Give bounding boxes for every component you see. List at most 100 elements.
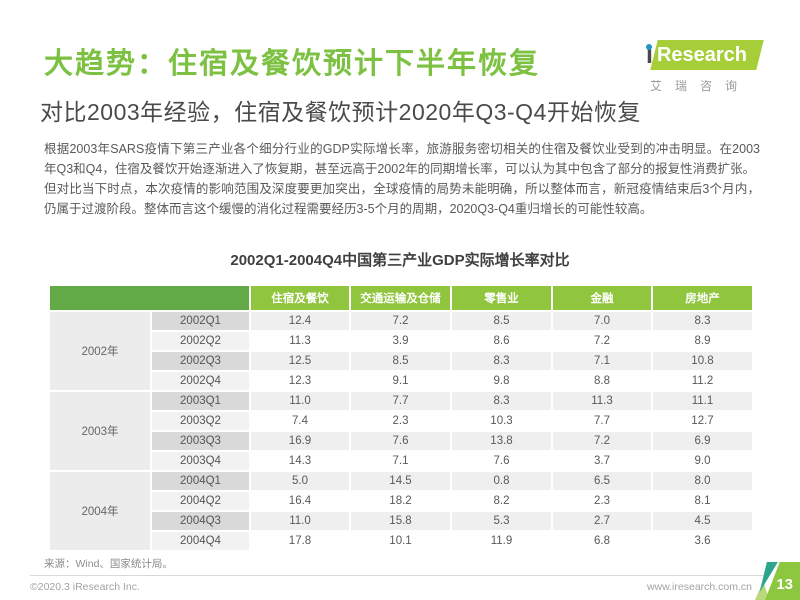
table-row: 2004Q2 16.4 18.2 8.2 2.3 8.1 — [49, 490, 754, 512]
value-cell: 10.1 — [349, 530, 452, 552]
value-cell: 14.3 — [249, 450, 351, 472]
value-cell: 8.1 — [651, 490, 754, 512]
value-cell: 3.7 — [551, 450, 653, 472]
table-row: 2002Q4 12.3 9.1 9.8 8.8 11.2 — [49, 370, 754, 392]
gdp-table: 住宿及餐饮 交通运输及仓储 零售业 金融 房地产 2002年 2002Q1 12.4… — [48, 284, 754, 552]
header-col-finance: 金融 — [551, 284, 653, 312]
value-cell: 11.9 — [450, 530, 553, 552]
value-cell: 9.1 — [349, 370, 452, 392]
value-cell: 7.2 — [551, 430, 653, 452]
logo-caption: 艾瑞咨询 — [650, 79, 751, 93]
value-cell: 7.2 — [551, 330, 653, 352]
value-cell: 11.3 — [551, 390, 653, 412]
value-cell: 11.0 — [249, 510, 351, 532]
table-row: 2003Q4 14.3 7.1 7.6 3.7 9.0 — [49, 450, 754, 472]
body-text: 根据2003年SARS疫情下第三产业各个细分行业的GDP实际增长率，旅游服务密切… — [44, 139, 760, 219]
quarter-cell: 2003Q1 — [150, 390, 251, 412]
value-cell: 7.2 — [349, 310, 452, 332]
website-link[interactable]: www.iresearch.com.cn — [646, 581, 752, 593]
quarter-cell: 2002Q4 — [150, 370, 251, 392]
value-cell: 11.3 — [249, 330, 351, 352]
value-cell: 6.9 — [651, 430, 754, 452]
paragraph-2: 但对比当下时点，本次疫情的影响范围及深度要更加突出，全球疫情的局势未能明确，所以… — [44, 182, 760, 216]
table-row: 2003年 2003Q1 11.0 7.7 8.3 11.3 11.1 — [48, 390, 754, 472]
value-cell: 8.0 — [651, 470, 754, 492]
value-cell: 7.6 — [450, 450, 553, 472]
value-cell: 8.3 — [450, 350, 553, 372]
page-subtitle: 对比2003年经验，住宿及餐饮预计2020年Q3-Q4开始恢复 — [40, 99, 641, 125]
table-row: 2004Q4 17.8 10.1 11.9 6.8 3.6 — [49, 530, 754, 552]
value-cell: 8.3 — [651, 310, 754, 332]
value-cell: 8.3 — [450, 390, 553, 412]
value-cell: 2.3 — [349, 410, 452, 432]
value-cell: 3.6 — [651, 530, 754, 552]
value-cell: 7.1 — [551, 350, 653, 372]
quarter-cell: 2004Q1 — [150, 470, 251, 492]
value-cell: 8.5 — [349, 350, 452, 372]
logo-shape: Research — [650, 40, 764, 70]
value-cell: 8.5 — [450, 310, 553, 332]
table-row: 2003Q3 16.9 7.6 13.8 7.2 6.9 — [49, 430, 754, 452]
quarter-cell: 2003Q4 — [150, 450, 251, 472]
value-cell: 12.5 — [249, 350, 351, 372]
header-col-accommodation-catering: 住宿及餐饮 — [249, 284, 351, 312]
value-cell: 14.5 — [349, 470, 452, 492]
table-body: 2002年 2002Q1 12.4 7.2 8.5 7.0 8.3 2002Q2 11.3 3.9… — [48, 310, 754, 552]
logo-row: i Research — [646, 38, 774, 72]
quarter-cell: 2002Q3 — [150, 350, 251, 372]
iresearch-logo: i Research 艾瑞咨询 — [646, 38, 774, 94]
header-col-retail: 零售业 — [450, 284, 553, 312]
table-row: 2003Q2 7.4 2.3 10.3 7.7 12.7 — [49, 410, 754, 432]
quarter-cell: 2003Q3 — [150, 430, 251, 452]
footer: ©2020.3 iResearch Inc. www.iresearch.com… — [30, 575, 770, 593]
value-cell: 10.8 — [651, 350, 754, 372]
value-cell: 15.8 — [349, 510, 452, 532]
year-cell: 2003年 — [48, 390, 152, 472]
header-empty-cell — [48, 284, 251, 312]
quarter-cell: 2004Q2 — [150, 490, 251, 512]
quarter-cell: 2002Q1 — [150, 310, 251, 332]
value-cell: 7.1 — [349, 450, 452, 472]
value-cell: 11.1 — [651, 390, 754, 412]
value-cell: 0.8 — [450, 470, 553, 492]
quarter-cell: 2004Q4 — [150, 530, 251, 552]
value-cell: 18.2 — [349, 490, 452, 512]
value-cell: 9.8 — [450, 370, 553, 392]
logo-letter-i: i — [646, 40, 653, 69]
table-row: 2004年 2004Q1 5.0 14.5 0.8 6.5 8.0 — [48, 470, 754, 552]
value-cell: 16.4 — [249, 490, 351, 512]
copyright-text: ©2020.3 iResearch Inc. — [30, 581, 140, 593]
value-cell: 6.8 — [551, 530, 653, 552]
value-cell: 12.3 — [249, 370, 351, 392]
quarter-cell: 2002Q2 — [150, 330, 251, 352]
table-row: 2002Q3 12.5 8.5 8.3 7.1 10.8 — [49, 350, 754, 372]
table-row: 2002Q2 11.3 3.9 8.6 7.2 8.9 — [49, 330, 754, 352]
value-cell: 8.6 — [450, 330, 553, 352]
table-row: 2004Q3 11.0 15.8 5.3 2.7 4.5 — [49, 510, 754, 532]
value-cell: 2.7 — [551, 510, 653, 532]
value-cell: 2.3 — [551, 490, 653, 512]
value-cell: 5.3 — [450, 510, 553, 532]
value-cell: 17.8 — [249, 530, 351, 552]
value-cell: 13.8 — [450, 430, 553, 452]
table-row: 2002年 2002Q1 12.4 7.2 8.5 7.0 8.3 — [48, 310, 754, 392]
value-cell: 8.2 — [450, 490, 553, 512]
value-cell: 4.5 — [651, 510, 754, 532]
page-title: 大趋势：住宿及餐饮预计下半年恢复 — [44, 48, 541, 80]
value-cell: 8.8 — [551, 370, 653, 392]
value-cell: 12.4 — [249, 310, 351, 332]
year-cell: 2004年 — [48, 470, 152, 552]
value-cell: 3.9 — [349, 330, 452, 352]
value-cell: 7.0 — [551, 310, 653, 332]
table-title: 2002Q1-2004Q4中国第三产业GDP实际增长率对比 — [230, 252, 570, 269]
value-cell: 11.2 — [651, 370, 754, 392]
logo-brand-text: Research — [656, 44, 748, 66]
value-cell: 10.3 — [450, 410, 553, 432]
value-cell: 7.6 — [349, 430, 452, 452]
paragraph-1: 根据2003年SARS疫情下第三产业各个细分行业的GDP实际增长率，旅游服务密切… — [44, 142, 760, 176]
page-number-badge: 13 — [754, 562, 800, 600]
header-col-real-estate: 房地产 — [651, 284, 754, 312]
value-cell: 8.9 — [651, 330, 754, 352]
source-note: 来源：Wind、国家统计局。 — [44, 558, 173, 570]
